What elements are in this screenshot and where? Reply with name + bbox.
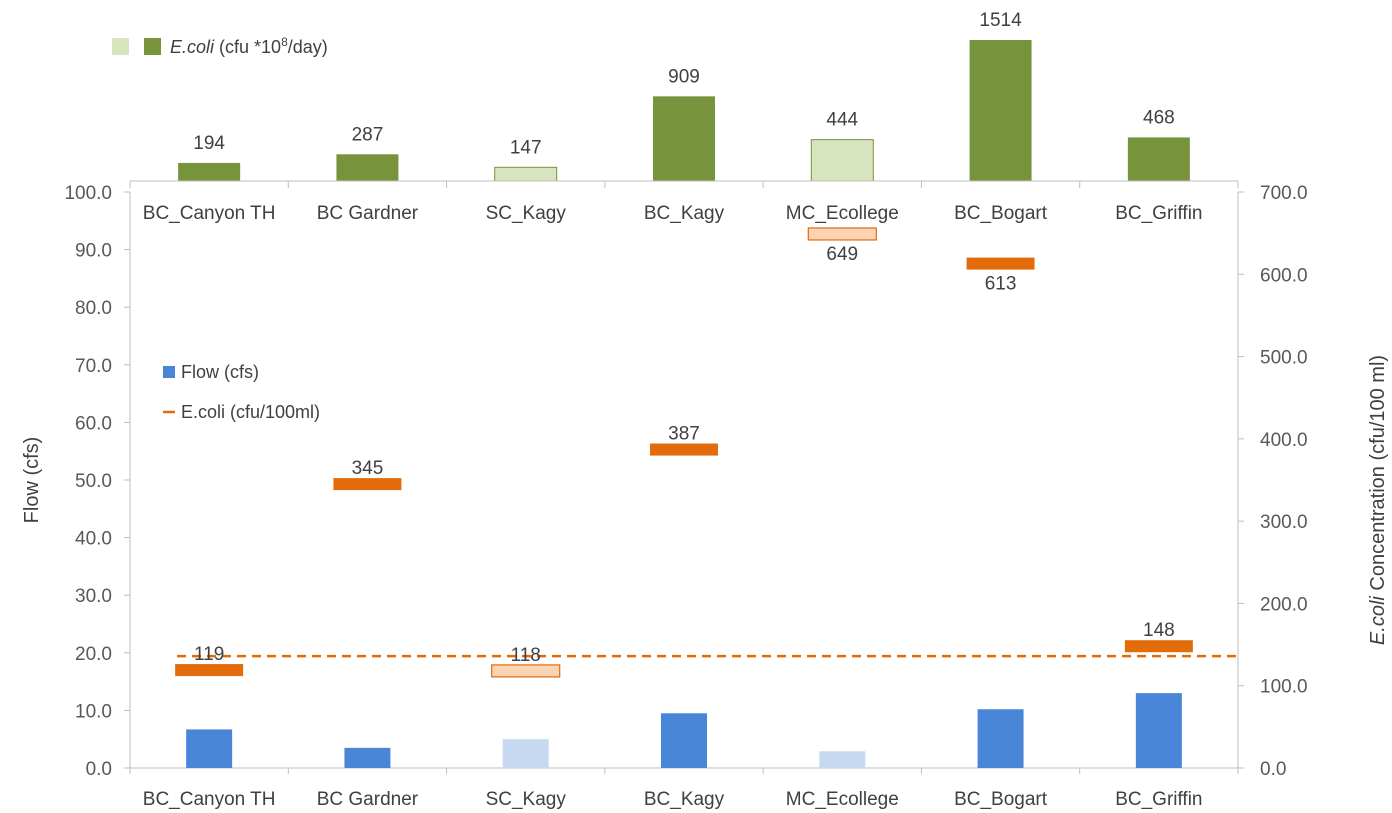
load-bar — [653, 96, 715, 181]
legend: E.coli (cfu *108/day) Flow (cfs) E.coli (c… — [112, 35, 328, 422]
concentration-value-label: 613 — [985, 274, 1017, 295]
load-value-label: 194 — [193, 133, 225, 154]
load-bar — [969, 40, 1032, 181]
legend-label-load: E.coli (cfu *108/day) — [170, 35, 328, 57]
y-left-tick-label: 40.0 — [75, 529, 112, 550]
category-label-top: SC_Kagy — [486, 203, 567, 224]
concentration-value-label: 345 — [352, 458, 384, 479]
y-left-tick-label: 80.0 — [75, 298, 112, 319]
load-value-label: 1514 — [979, 10, 1022, 31]
load-value-label: 147 — [510, 137, 542, 158]
load-bar — [494, 166, 558, 182]
axes: 0.0 10.0 20.0 30.0 40.0 50.0 60.0 70.0 80.0 90.0 1… — [21, 183, 1389, 810]
y-left-axis-title: Flow (cfs) — [21, 437, 43, 524]
y-left-tick-label: 100.0 — [64, 183, 112, 204]
concentration-marker — [175, 664, 244, 677]
flow-bar — [1135, 693, 1182, 768]
y-left-tick-label: 30.0 — [75, 586, 112, 607]
flow-bar — [502, 739, 549, 768]
flow-bar — [977, 709, 1024, 768]
y-left-tick-label: 20.0 — [75, 644, 112, 665]
flow-bars — [186, 693, 1182, 768]
category-label-top: MC_Ecollege — [786, 203, 899, 224]
load-bar — [810, 139, 874, 182]
flow-bar — [186, 729, 233, 768]
category-label-bottom: BC_Griffin — [1115, 789, 1202, 810]
concentration-marker — [966, 257, 1035, 270]
category-label-top: BC Gardner — [317, 203, 419, 224]
y-right-tick-label: 400.0 — [1260, 430, 1308, 451]
load-bar — [1127, 137, 1190, 181]
y-left-tick-label: 50.0 — [75, 471, 112, 492]
y-right-tick-label: 700.0 — [1260, 183, 1308, 204]
flow-bar — [344, 747, 391, 768]
flow-bar — [819, 751, 866, 768]
category-label-bottom: SC_Kagy — [486, 789, 567, 810]
y-right-tick-label: 300.0 — [1260, 512, 1308, 533]
load-value-label: 909 — [668, 66, 700, 87]
y-right-tick-label: 200.0 — [1260, 594, 1308, 615]
legend-swatch-load-light — [112, 38, 129, 55]
load-bar — [336, 154, 399, 181]
legend-label-flow: Flow (cfs) — [181, 362, 259, 382]
load-bar — [178, 162, 241, 181]
y-right-tick-label: 600.0 — [1260, 265, 1308, 286]
y-left-tick-label: 0.0 — [86, 759, 112, 780]
concentration-value-label: 387 — [668, 424, 700, 445]
concentration-value-label: 118 — [511, 645, 541, 666]
category-label-bottom: BC_Bogart — [954, 789, 1048, 810]
category-label-top: BC_Kagy — [644, 203, 725, 224]
y-left-tick-label: 60.0 — [75, 413, 112, 434]
y-left-tick-label: 10.0 — [75, 701, 112, 722]
category-label-top: BC_Bogart — [954, 203, 1048, 224]
concentration-marker — [333, 478, 402, 491]
load-value-label: 287 — [352, 124, 384, 145]
y-left-tick-label: 70.0 — [75, 356, 112, 377]
concentration-markers: 119 345 118 387 649 613 148 — [175, 227, 1238, 678]
category-label-bottom: MC_Ecollege — [786, 789, 899, 810]
legend-swatch-flow — [163, 366, 175, 378]
category-label-bottom: BC Gardner — [317, 789, 419, 810]
category-label-top: BC_Griffin — [1115, 203, 1202, 224]
concentration-marker — [650, 443, 718, 456]
concentration-marker — [1124, 640, 1193, 653]
load-panel: 194 287 147 909 444 1514 468 — [129, 10, 1239, 188]
category-label-bottom: BC_Kagy — [644, 789, 725, 810]
y-right-tick-label: 0.0 — [1260, 759, 1286, 780]
load-value-label: 444 — [826, 110, 858, 131]
legend-label-concentration: E.coli (cfu/100ml) — [181, 402, 320, 422]
load-value-label: 468 — [1143, 107, 1175, 128]
concentration-value-label: 649 — [826, 244, 858, 265]
category-label-bottom: BC_Canyon TH — [143, 789, 276, 810]
y-right-tick-label: 500.0 — [1260, 348, 1308, 369]
concentration-marker — [807, 227, 877, 241]
concentration-marker — [491, 664, 561, 678]
flow-bar — [661, 713, 707, 768]
legend-swatch-load-dark — [144, 38, 161, 55]
y-right-tick-label: 100.0 — [1260, 677, 1308, 698]
concentration-value-label: 148 — [1143, 620, 1175, 641]
y-left-tick-label: 90.0 — [75, 241, 112, 262]
category-label-top: BC_Canyon TH — [143, 203, 276, 224]
y-right-axis-title: E.coli Concentration (cfu/100 ml) — [1367, 355, 1389, 645]
concentration-value-label: 119 — [194, 644, 224, 665]
